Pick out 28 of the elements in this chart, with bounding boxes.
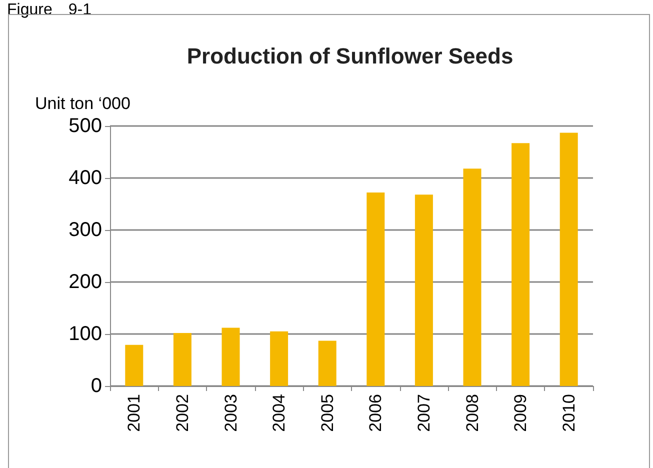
y-tick-label: 400: [68, 167, 102, 189]
x-tick-label: 2003: [221, 394, 240, 432]
x-tick-label: 2006: [366, 394, 386, 432]
x-tick-label: 2002: [172, 394, 192, 432]
y-tick-label: 500: [68, 115, 102, 137]
x-tick-label: 2009: [511, 394, 530, 432]
y-tick-label: 100: [68, 323, 102, 345]
chart-title: Production of Sunflower Seeds: [186, 44, 514, 68]
y-tick-label: 200: [68, 271, 102, 293]
x-tick-label: 2001: [124, 394, 144, 432]
y-tick-label: 300: [68, 219, 102, 241]
x-tick-label: 2004: [270, 394, 289, 432]
bar: [366, 192, 385, 386]
bar: [318, 340, 336, 386]
x-tick-label: 2010: [559, 394, 578, 432]
x-tick-label: 2005: [318, 394, 337, 432]
y-axis-title: Unit ton ‘000: [35, 94, 130, 113]
bar: [414, 194, 433, 386]
bar: [560, 132, 578, 386]
bar: [463, 168, 482, 386]
x-tick-label: 2008: [462, 394, 482, 432]
bar: [270, 331, 288, 386]
y-tick-label: 0: [90, 375, 102, 397]
bar: [173, 332, 192, 386]
bar: [512, 143, 530, 386]
x-tick-label: 2007: [414, 394, 434, 432]
bar: [222, 328, 240, 386]
bar: [125, 344, 144, 386]
